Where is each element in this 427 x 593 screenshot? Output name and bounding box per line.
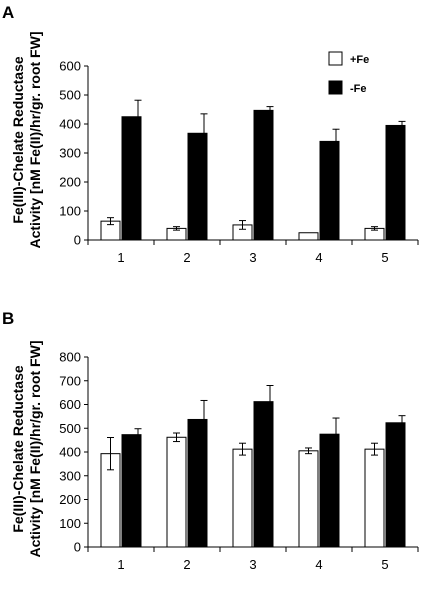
y-tick-label: 400 [59,117,81,132]
y-tick-label: 500 [59,421,81,436]
x-tick-label: 1 [117,557,124,572]
y-tick-label: 300 [59,468,81,483]
bar-minus-fe [253,109,274,241]
y-tick-label: 700 [59,373,81,388]
panel-b: B Fe(III)-Chelate Reductase Activity [nM… [2,309,419,572]
panel-b-axes: 0 100 200 300 400 500 600 700 800 1 2 3 4 5 [59,350,419,572]
panel-b-ylabel-line1: Fe(III)-Chelate Reductase [10,365,26,532]
y-tick-label: 200 [59,175,81,190]
legend-label-plus-fe: +Fe [350,54,369,66]
panel-a-ylabel-line2: Activity [nM Fe(II)/hr/gr. root FW] [27,32,43,249]
x-tick-label: 4 [315,557,322,572]
y-tick-label: 200 [59,492,81,507]
y-tick-label: 600 [59,59,81,74]
panel-b-label: B [2,309,14,328]
y-tick-label: 0 [74,233,81,248]
bar-minus-fe [319,433,340,548]
y-tick-label: 600 [59,397,81,412]
legend-swatch-minus-fe [328,80,343,95]
bar-plus-fe [298,450,319,548]
bar-minus-fe [121,434,142,548]
bar-minus-fe [319,140,340,241]
x-tick-label: 3 [249,250,256,265]
panel-b-ylabel-line2: Activity [nM Fe(II)/hr/gr. root FW] [27,341,43,558]
x-tick-label: 1 [117,250,124,265]
bar-minus-fe [187,418,208,548]
legend: +Fe -Fe [328,51,369,95]
y-tick-label: 800 [59,350,81,365]
x-tick-label: 3 [249,557,256,572]
x-tick-label: 2 [183,250,190,265]
x-tick-label: 5 [381,250,388,265]
y-tick-label: 100 [59,516,81,531]
bar-plus-fe [298,232,319,241]
panel-a-axes: 0 100 200 300 400 500 600 1 2 3 4 5 [59,59,419,265]
legend-label-minus-fe: -Fe [350,83,367,95]
bar-minus-fe [385,124,406,241]
bar-plus-fe [364,448,385,548]
x-tick-label: 5 [381,557,388,572]
bar-plus-fe [232,448,253,548]
y-tick-label: 300 [59,146,81,161]
bar-minus-fe [187,132,208,241]
bar-plus-fe [166,436,187,548]
panel-a: A Fe(III)-Chelate Reductase Activity [nM… [2,3,419,265]
bar-minus-fe [253,401,274,548]
y-tick-label: 100 [59,204,81,219]
x-tick-label: 2 [183,557,190,572]
y-tick-label: 400 [59,445,81,460]
y-tick-label: 500 [59,88,81,103]
panel-a-ylabel-line1: Fe(III)-Chelate Reductase [10,56,26,223]
legend-swatch-plus-fe [328,51,343,66]
panel-a-label: A [2,3,14,22]
bar-minus-fe [385,422,406,548]
bar-minus-fe [121,116,142,241]
x-tick-label: 4 [315,250,322,265]
y-tick-label: 0 [74,540,81,555]
